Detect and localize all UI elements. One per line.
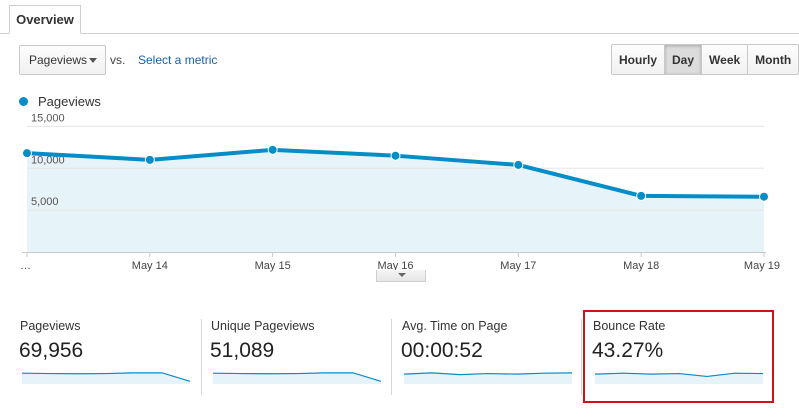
scorecard-value: 00:00:52 xyxy=(401,339,483,362)
y-tick-label: 15,000 xyxy=(31,112,65,124)
month-button[interactable]: Month xyxy=(747,45,799,74)
x-tick-label: May 18 xyxy=(623,260,659,272)
x-tick-label: May 17 xyxy=(500,260,536,272)
x-tick-label: May 16 xyxy=(377,260,413,272)
data-point xyxy=(390,150,401,161)
select-metric-link[interactable]: Select a metric xyxy=(138,53,218,67)
x-tick-label: … xyxy=(20,260,31,272)
tab-bar: Overview xyxy=(0,0,799,34)
scorecard-label: Bounce Rate xyxy=(593,319,666,333)
sparkline-area xyxy=(213,372,381,384)
hourly-button[interactable]: Hourly xyxy=(612,45,665,74)
tab-bar-divider xyxy=(0,33,799,34)
scorecard-label: Unique Pageviews xyxy=(211,319,315,333)
series-area xyxy=(27,149,764,252)
sparkline-area xyxy=(404,372,572,384)
sparkline-line xyxy=(404,372,573,376)
data-point xyxy=(267,144,278,155)
x-tick-label: May 15 xyxy=(255,260,291,272)
scorecard-divider xyxy=(391,319,392,395)
sparkline-line xyxy=(213,372,382,382)
y-tick-label: 5,000 xyxy=(31,196,59,208)
caret-down-icon xyxy=(89,58,97,63)
data-point xyxy=(513,159,524,170)
sparkline xyxy=(595,372,764,384)
collapse-chart-toggle[interactable] xyxy=(376,270,426,282)
data-point xyxy=(22,148,32,159)
sparkline xyxy=(22,372,191,384)
y-tick-label: 10,000 xyxy=(31,154,65,166)
sparkline-line xyxy=(595,372,764,378)
scorecard-unique-pageviews[interactable]: Unique Pageviews 51,089 xyxy=(210,318,383,388)
sparkline-area xyxy=(595,373,763,384)
scorecard-label: Pageviews xyxy=(20,319,81,333)
sparkline xyxy=(213,372,382,384)
legend-dot-icon xyxy=(19,97,28,106)
legend-label: Pageviews xyxy=(38,94,101,109)
sparkline xyxy=(404,372,573,384)
primary-metric-label: Pageviews xyxy=(29,53,88,67)
primary-metric-dropdown[interactable]: Pageviews xyxy=(19,45,106,75)
triangle-down-icon xyxy=(398,273,406,277)
scorecard-bounce-rate[interactable]: Bounce Rate 43.27% xyxy=(592,318,765,388)
week-button[interactable]: Week xyxy=(701,45,748,74)
data-point xyxy=(144,154,155,165)
day-button[interactable]: Day xyxy=(664,45,702,74)
sparkline-area xyxy=(22,372,190,384)
scorecard-value: 43.27% xyxy=(592,339,664,362)
vs-label: vs. xyxy=(110,53,126,67)
x-tick-label: May 19 xyxy=(744,260,780,272)
tab-overview[interactable]: Overview xyxy=(9,5,81,34)
chart-legend: Pageviews xyxy=(19,94,101,109)
pageviews-chart[interactable]: 5,000 10,000 15,000 … May 14 May 15 May 16 May … xyxy=(0,110,799,275)
scorecard-pageviews[interactable]: Pageviews 69,956 xyxy=(19,318,192,388)
scorecard-divider xyxy=(581,319,582,395)
scorecard-label: Avg. Time on Page xyxy=(402,319,508,333)
sparkline-line xyxy=(22,372,191,382)
granularity-toggle: Hourly Day Week Month xyxy=(611,44,799,75)
data-point xyxy=(636,190,647,201)
scorecard-divider xyxy=(201,319,202,395)
scorecard-avg-time-on-page[interactable]: Avg. Time on Page 00:00:52 xyxy=(401,318,574,388)
data-point xyxy=(759,191,769,202)
scorecard-value: 51,089 xyxy=(210,339,275,362)
scorecard-value: 69,956 xyxy=(19,339,84,362)
x-tick-label: May 14 xyxy=(132,260,168,272)
